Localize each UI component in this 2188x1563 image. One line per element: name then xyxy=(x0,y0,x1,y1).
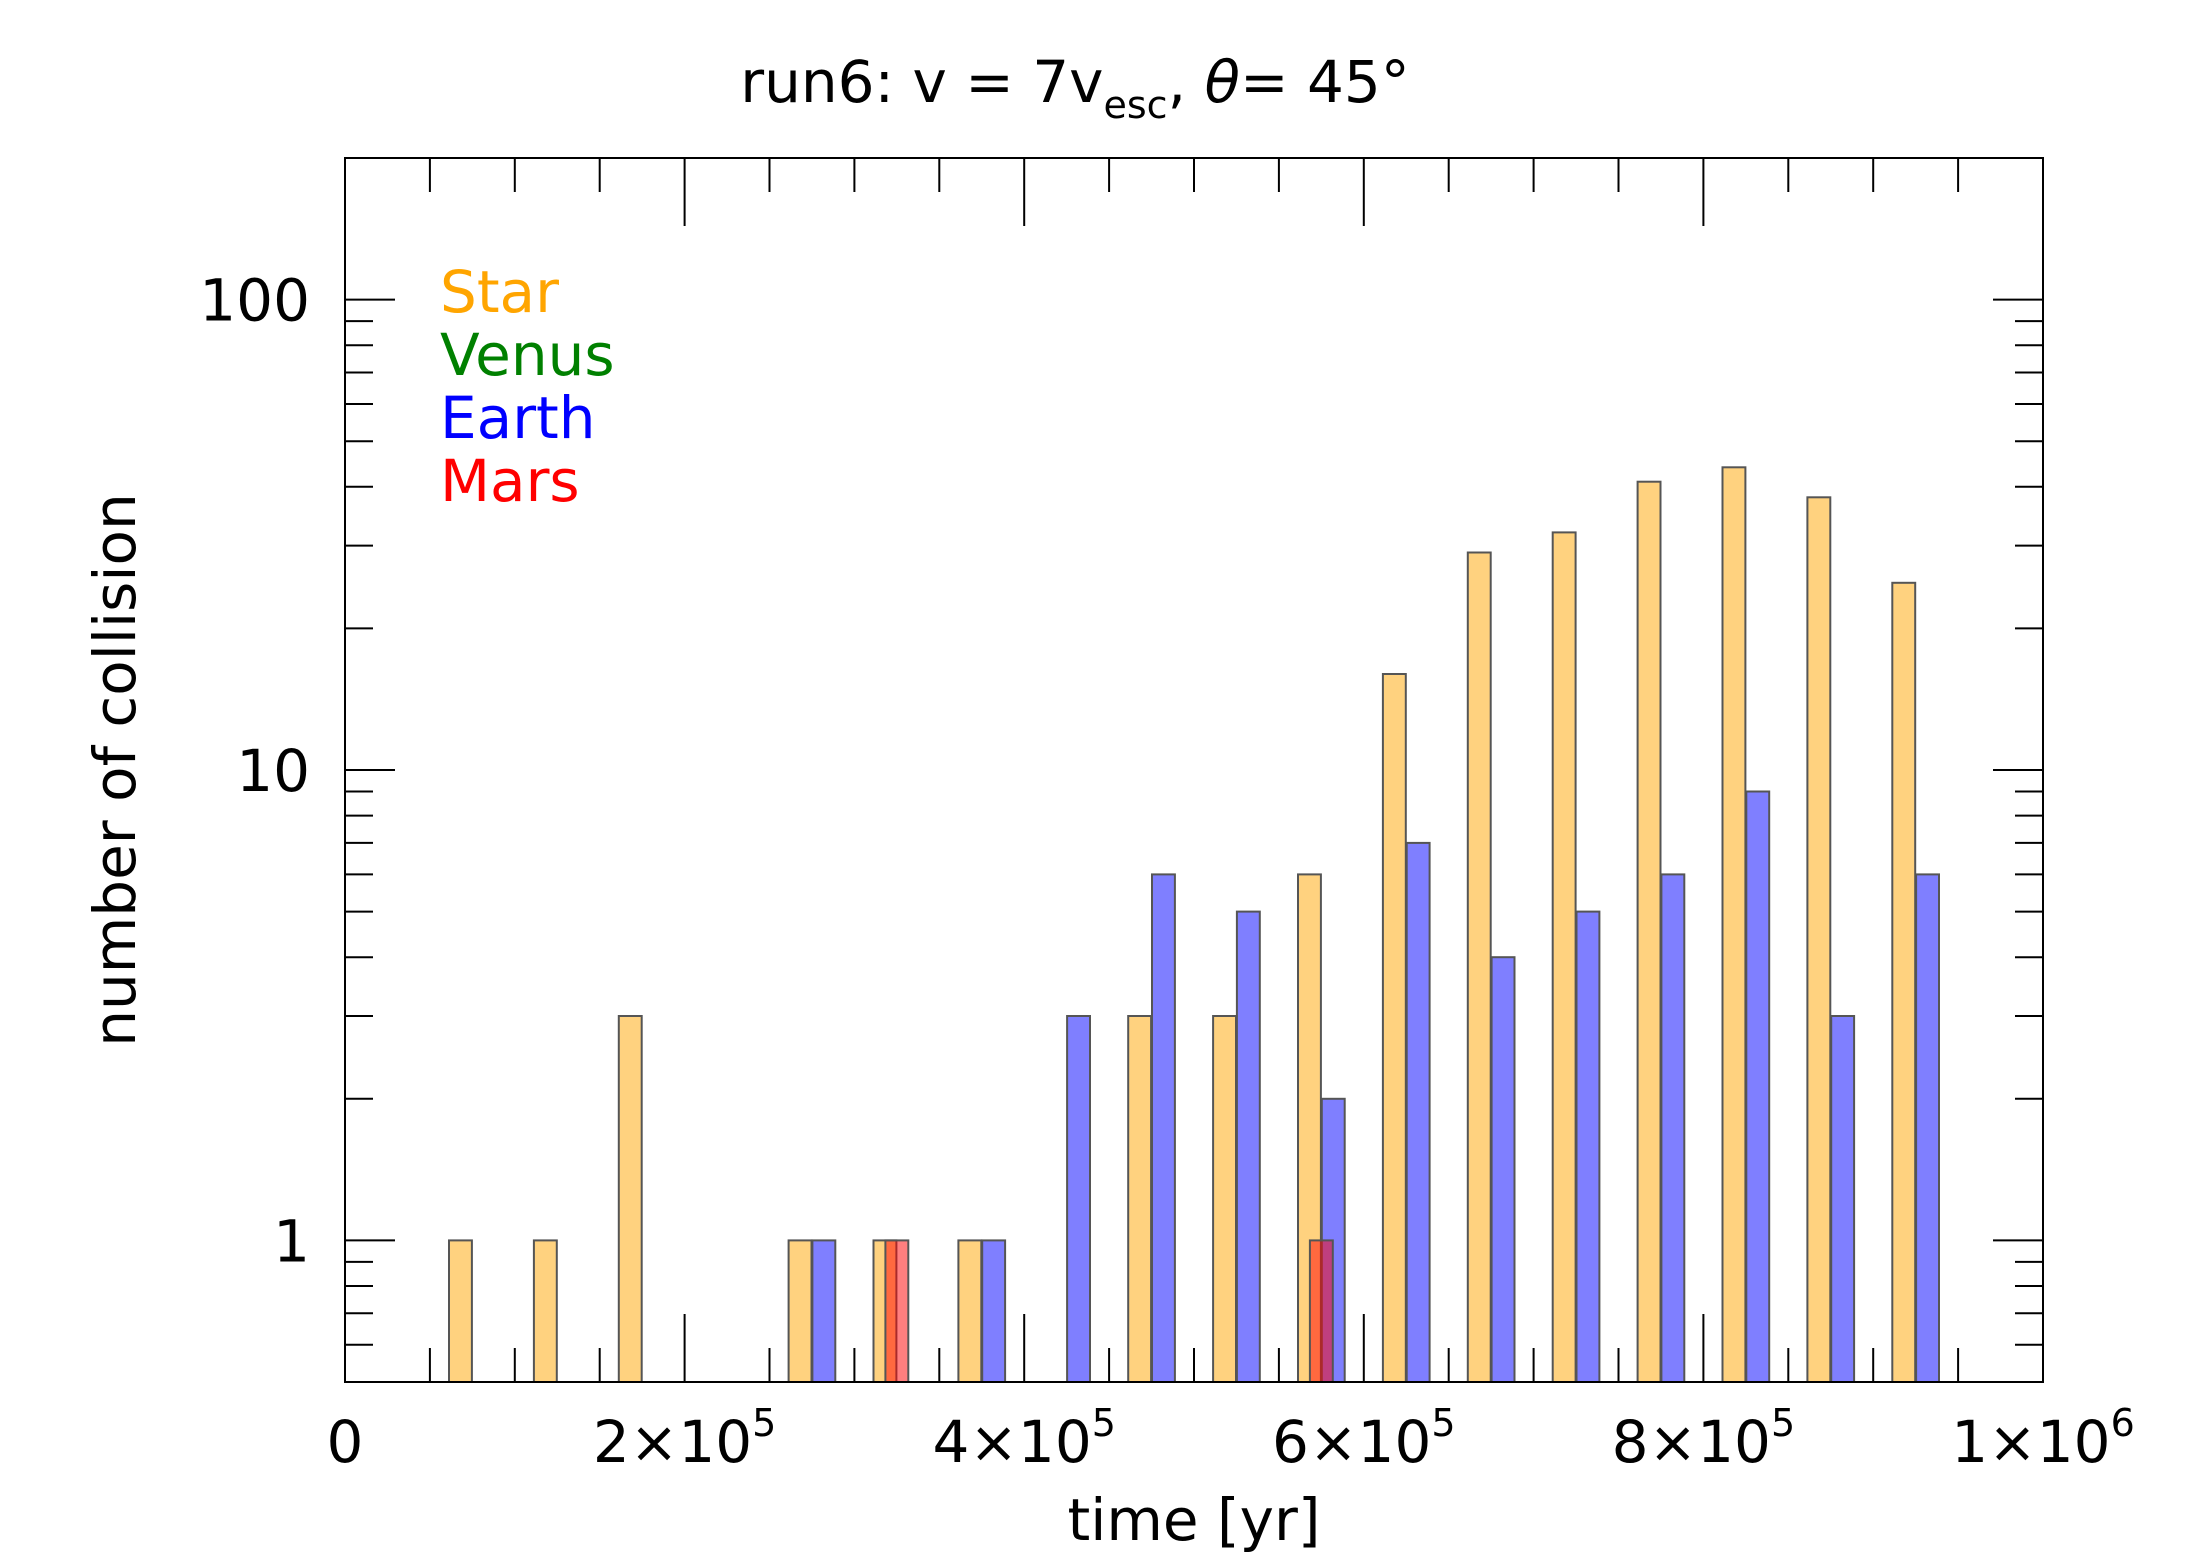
title-subscript: esc xyxy=(1103,83,1167,127)
bar-earth xyxy=(1235,910,1261,1383)
title-prefix: run6: v = 7v xyxy=(740,48,1103,116)
bar-earth xyxy=(811,1239,837,1384)
bar-earth xyxy=(1830,1015,1856,1383)
bar-star xyxy=(1636,480,1662,1383)
bar-star xyxy=(617,1015,643,1383)
bar-earth xyxy=(1575,910,1601,1383)
legend-entry-earth: Earth xyxy=(440,384,596,452)
y-tick-label: 100 xyxy=(199,267,310,335)
bar-earth xyxy=(981,1239,1007,1384)
bar-star xyxy=(1551,531,1577,1383)
bar-star xyxy=(1721,466,1747,1383)
y-tick-label: 10 xyxy=(236,737,310,805)
x-axis-label: time [yr] xyxy=(1068,1486,1321,1554)
x-tick-label: 4×105 xyxy=(932,1401,1116,1476)
title-mid: , xyxy=(1168,48,1205,116)
bar-earth xyxy=(1745,790,1771,1383)
y-tick-label: 1 xyxy=(273,1207,310,1275)
bar-earth xyxy=(1066,1015,1091,1383)
x-tick-label: 8×105 xyxy=(1612,1401,1796,1476)
bar-star xyxy=(1891,581,1917,1383)
x-tick-label: 1×106 xyxy=(1951,1401,2135,1476)
bar-earth xyxy=(1915,873,1940,1384)
x-tick-label: 2×105 xyxy=(593,1401,777,1476)
legend-entry-star: Star xyxy=(440,258,559,326)
bar-star xyxy=(1127,1015,1153,1383)
bar-mars xyxy=(884,1239,910,1384)
legend-entry-venus: Venus xyxy=(440,321,615,389)
chart-title: run6: v = 7vesc, θ= 45° xyxy=(740,48,1410,127)
title-suffix: = 45° xyxy=(1240,48,1410,116)
bar-star xyxy=(1212,1015,1237,1383)
bar-star xyxy=(532,1239,558,1384)
x-tick-label: 0 xyxy=(327,1408,364,1476)
bar-star xyxy=(957,1239,983,1384)
bar-star xyxy=(1466,551,1492,1383)
title-theta: θ xyxy=(1204,48,1240,116)
bar-earth xyxy=(1151,873,1176,1384)
plot-frame xyxy=(344,157,2044,1383)
bar-star xyxy=(1806,496,1832,1383)
bar-star xyxy=(1381,673,1407,1383)
bar-star xyxy=(448,1239,473,1384)
ticks-layer: 0 2×105 4×105 6×105 8×105 1×106 1 10 100 xyxy=(199,157,2135,1476)
bar-mars xyxy=(1308,1239,1334,1384)
x-tick-label: 6×105 xyxy=(1272,1401,1456,1476)
legend-entry-mars: Mars xyxy=(440,447,580,515)
y-axis-label: number of collision xyxy=(81,493,149,1046)
bar-star xyxy=(787,1239,813,1384)
bars-layer xyxy=(448,466,1940,1384)
bar-earth xyxy=(1660,873,1686,1384)
bar-earth xyxy=(1490,956,1516,1383)
bar-earth xyxy=(1405,841,1431,1383)
